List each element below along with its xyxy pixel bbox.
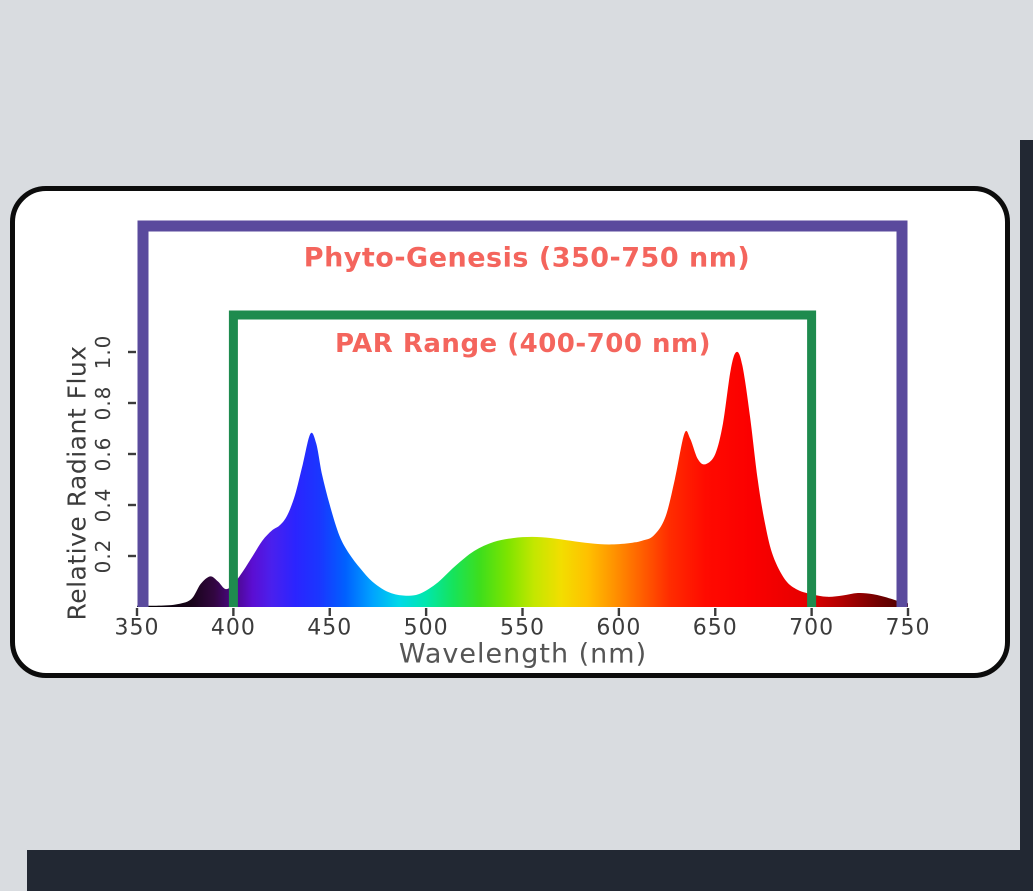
par-range-label: PAR Range (400-700 nm)	[335, 329, 711, 359]
phyto-range-bracket	[137, 220, 908, 607]
page-edge-right	[1020, 140, 1033, 891]
par-range-bracket	[228, 310, 817, 607]
phyto-genesis-label: Phyto-Genesis (350-750 nm)	[303, 242, 751, 274]
page-edge-bottom	[27, 850, 1033, 891]
x-axis-label: Wavelength (nm)	[398, 638, 648, 670]
spectrum-area	[137, 351, 908, 607]
y-axis-label: Relative Radiant Flux	[62, 345, 92, 621]
